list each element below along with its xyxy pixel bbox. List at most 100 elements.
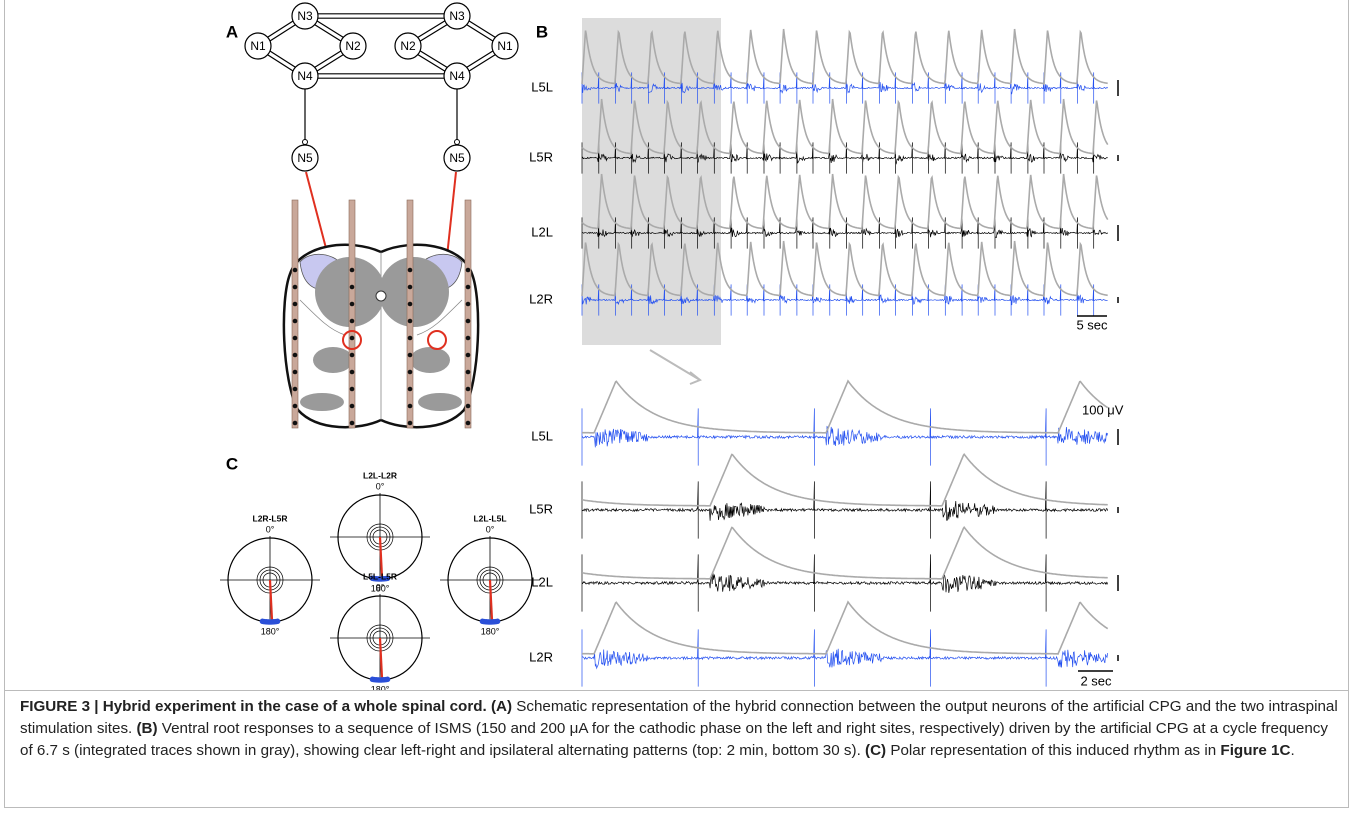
polar-title: L2R-L5R [253,513,288,523]
integrated-trace [582,381,1108,433]
electrode [465,200,471,428]
integrated-trace [582,602,1108,654]
electrode-contact [408,302,413,307]
electrode-contact [350,319,355,324]
neuron-label: N5 [449,151,465,165]
polar-zero: 0° [376,481,385,491]
electrode-contact [350,353,355,358]
phase-point [370,677,376,683]
electrode-contact [408,268,413,273]
polar-title: L2L-L5L [473,513,506,523]
trace-label: L5R [529,501,553,516]
electrode-contact [350,302,355,307]
caption: FIGURE 3 | Hybrid experiment in the case… [20,696,1338,762]
electrode-contact [408,370,413,375]
electrode-contact [408,319,413,324]
polar-title: L2L-L2R [363,470,397,480]
time-scale: 2 sec [1080,673,1112,688]
integrated-trace [582,454,1108,506]
polar-half: 180° [261,626,280,636]
figure: AN3N1N2N4N5N3N2N1N4N5CL2L-L2R0°180°L2R-L… [0,0,1355,690]
motor-pool [313,347,353,373]
polar-half: 180° [481,626,500,636]
neuron-label: N1 [250,39,266,53]
emg-trace [582,554,1108,611]
electrode-contact [466,302,471,307]
electrode-contact [350,336,355,341]
electrode [407,200,413,428]
panel-label: B [536,22,548,41]
trace-label: L5L [531,428,553,443]
electrode-contact [466,370,471,375]
polar-half: 180° [371,684,390,690]
caption-bold: FIGURE 3 | Hybrid experiment in the case… [20,698,512,715]
neuron-label: N4 [449,69,465,83]
integrated-trace [582,527,1108,579]
electrode-contact [408,353,413,358]
electrode-contact [350,387,355,392]
phase-point [480,619,486,625]
polar-zero: 0° [376,582,385,592]
electrode-contact [293,421,298,426]
polar-zero: 0° [486,524,495,534]
neuron-label: N2 [400,39,416,53]
zoom-arrow [650,350,700,384]
neuron-label: N3 [449,9,465,23]
synapse [455,140,460,145]
gray-matter [379,257,449,327]
electrode-contact [466,421,471,426]
electrode [349,200,355,428]
synapse [303,140,308,145]
caption-bold: (C) [865,742,886,759]
motor-pool [418,393,462,411]
electrode [292,200,298,428]
electrode-contact [408,285,413,290]
electrode-contact [466,353,471,358]
electrode-contact [293,268,298,273]
panel-label: A [226,22,238,41]
trace-label: L5R [529,149,553,164]
electrode-contact [293,370,298,375]
electrode-contact [293,404,298,409]
neuron-label: N5 [297,151,313,165]
central-canal [376,291,386,301]
caption-separator [4,690,1349,691]
trace-label: L2R [529,291,553,306]
polar-zero: 0° [266,524,275,534]
neuron-label: N4 [297,69,313,83]
electrode-contact [293,319,298,324]
electrode-contact [350,268,355,273]
electrode-contact [350,370,355,375]
trace-label: L5L [531,79,553,94]
electrode-contact [293,302,298,307]
electrode-contact [466,285,471,290]
electrode-contact [408,421,413,426]
trace-label: L2L [531,574,553,589]
electrode-contact [466,387,471,392]
electrode-contact [350,421,355,426]
electrode-contact [408,404,413,409]
caption-bold: Figure 1C [1220,742,1290,759]
electrode-contact [293,336,298,341]
polar-title: L5L-L5R [363,571,397,581]
electrode-contact [293,285,298,290]
motor-pool [410,347,450,373]
electrode-contact [350,285,355,290]
caption-bold: (B) [136,720,157,737]
motor-pool [300,393,344,411]
electrode-contact [408,387,413,392]
phase-point [260,619,266,625]
amplitude-scale: 100 μV [1082,402,1124,417]
page: {"panels": { "a": {"label": "A", "left_n… [0,0,1355,831]
electrode-contact [466,268,471,273]
electrode-contact [466,319,471,324]
electrode-contact [293,387,298,392]
panel-label: C [226,454,238,473]
neuron-label: N3 [297,9,313,23]
emg-trace [582,481,1108,538]
time-scale: 5 sec [1076,317,1108,332]
electrode-contact [350,404,355,409]
caption-text: . [1290,742,1294,759]
trace-label: L2L [531,224,553,239]
electrode-contact [466,404,471,409]
